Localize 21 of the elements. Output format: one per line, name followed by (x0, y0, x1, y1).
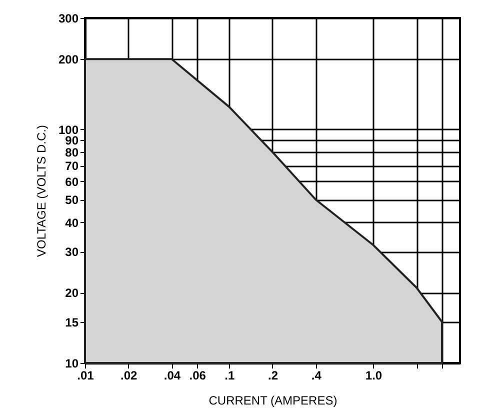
y-tick-label: 30 (65, 245, 79, 260)
y-tick-label: 50 (65, 193, 79, 208)
x-tick-label: .01 (77, 368, 94, 382)
x-axis-title: CURRENT (AMPERES) (208, 394, 338, 408)
x-tick-label: .2 (268, 368, 278, 382)
x-tick-label: .02 (120, 368, 138, 382)
x-tick-label: .06 (189, 368, 206, 382)
y-tick-label: 40 (65, 216, 79, 230)
y-axis-title: VOLTAGE (VOLTS D.C.) (34, 124, 48, 258)
y-tick-label: 20 (65, 286, 79, 300)
x-tick-label: 1.0 (365, 368, 382, 382)
y-tick-label: 70 (65, 159, 79, 174)
y-tick-label: 300 (58, 12, 79, 26)
x-tick-label: .1 (224, 368, 235, 382)
y-tick-label: 15 (65, 315, 79, 330)
y-tick-label: 10 (65, 356, 79, 370)
y-tick-label: 200 (58, 52, 79, 67)
x-tick-label: .4 (311, 368, 322, 382)
y-tick-label: 60 (65, 174, 79, 189)
x-tick-label: .04 (164, 368, 181, 382)
y-tick-label: 80 (65, 146, 79, 160)
